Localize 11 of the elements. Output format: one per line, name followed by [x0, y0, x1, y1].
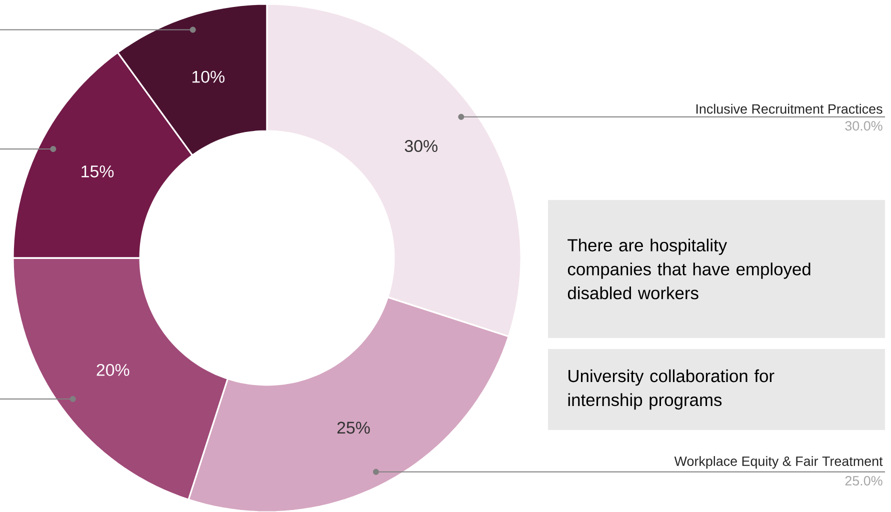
text: 25.0%	[845, 476, 882, 486]
text: University collaboration for internship programs	[568, 369, 774, 410]
slice-label: Workplace Equity & Fair Treatment	[674, 456, 883, 469]
data-label: 20%	[96, 364, 130, 376]
data-label: 30%	[404, 140, 438, 152]
data-label: 15%	[82, 166, 114, 178]
data-label: 25%	[337, 422, 370, 434]
slice-label: Inclusive Recruitment Practices	[696, 104, 882, 114]
text: There are hospitality companies that have employed disabled workers	[568, 238, 810, 300]
data-label: 10%	[192, 70, 224, 83]
text: 30.0%	[845, 121, 882, 131]
